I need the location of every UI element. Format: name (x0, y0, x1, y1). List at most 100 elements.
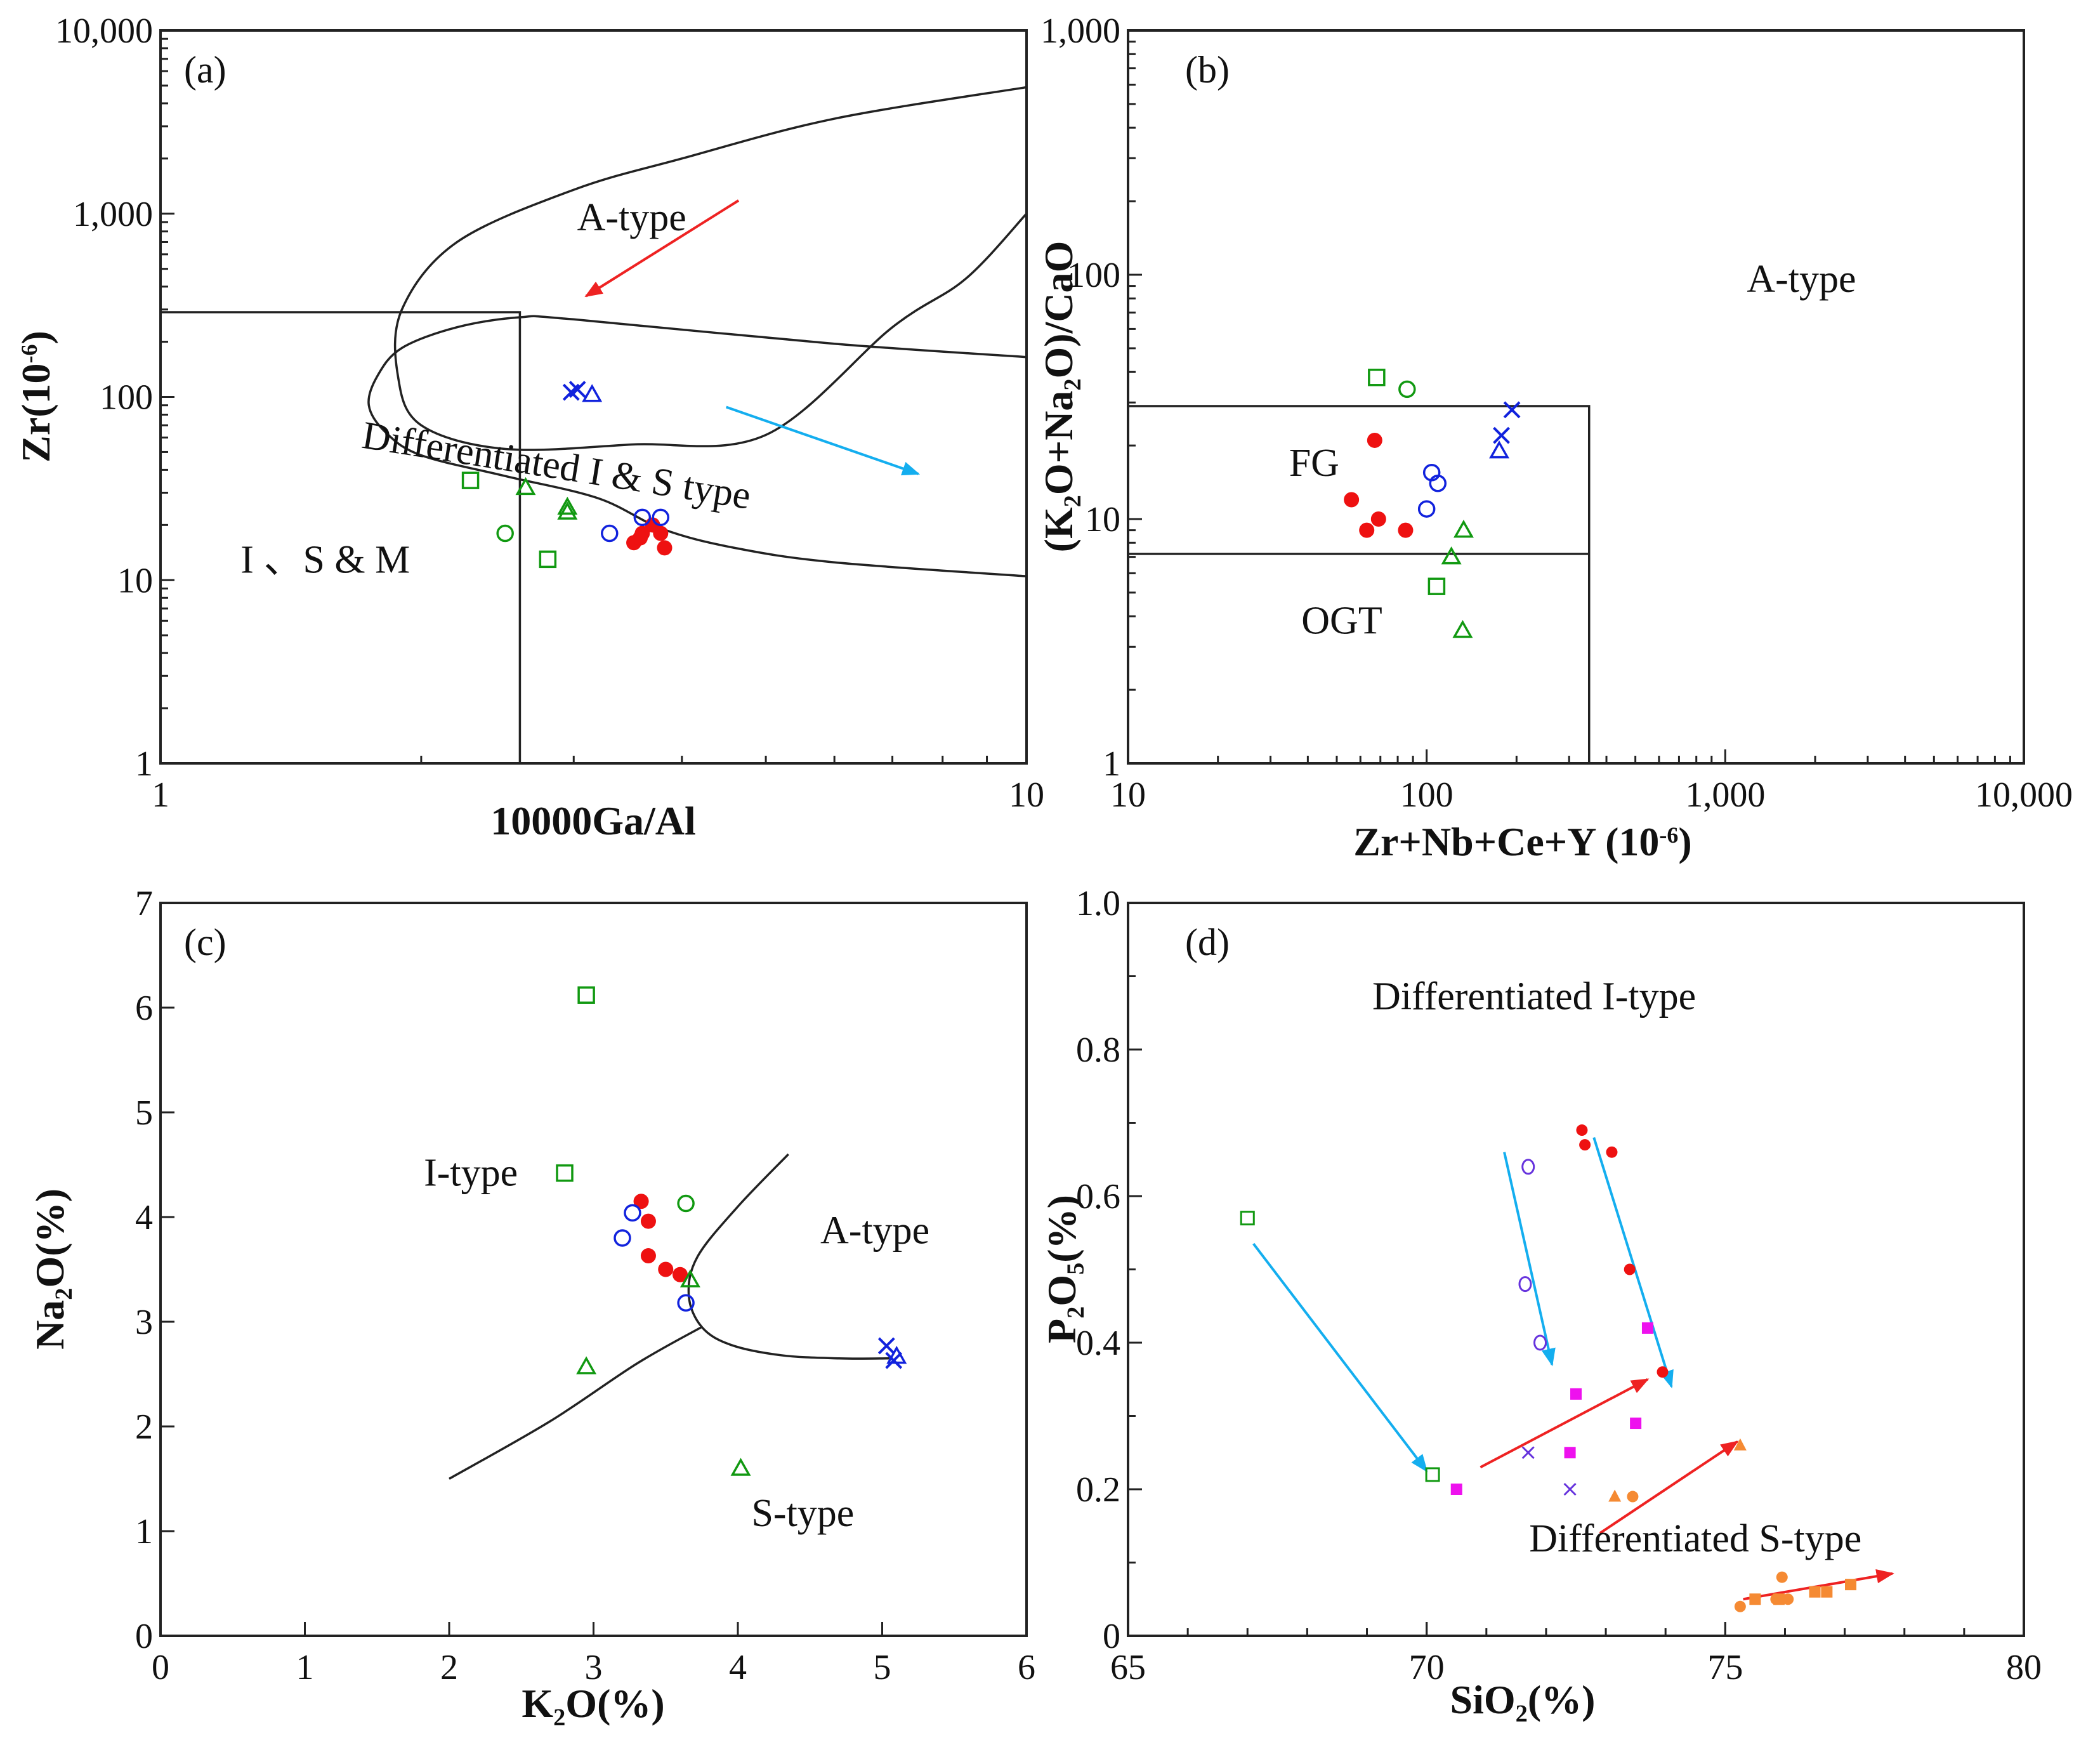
field-label: A-type (1747, 258, 1856, 301)
panel-c-tick-labels: 0 1 2 3 4 5 6 0 1 2 3 4 5 6 7 (135, 884, 1035, 1687)
field-boundary-line (393, 86, 1028, 451)
y-tick-label: 6 (135, 989, 153, 1028)
y-tick-label: 0.6 (1076, 1177, 1120, 1216)
data-point-blue-open-circle (677, 1294, 695, 1312)
field-label: FG (1289, 442, 1339, 485)
data-point-orange-filled-square (1821, 1586, 1833, 1598)
y-tick-label: 100 (100, 378, 153, 418)
y-tick-label: 4 (135, 1198, 153, 1237)
data-point-red-filled-circle (1624, 1263, 1636, 1275)
data-point-blue-open-circle (633, 508, 652, 527)
field-label: Differentiated I-type (1372, 975, 1696, 1018)
data-point-red-filled-circle (1606, 1146, 1618, 1158)
data-point-green-open-triangle (515, 477, 536, 496)
panel-b-x-label-exp: -6 (1659, 822, 1678, 848)
data-point-red-filled-circle (633, 1194, 649, 1209)
panel-c-x-axis-label: K₂O(%) (522, 1681, 664, 1726)
panel-b-ticks (1127, 29, 2025, 765)
data-point-blue-open-triangle (582, 384, 603, 402)
data-point-purple-open-circle (1521, 1159, 1535, 1175)
panel-c-y-axis-label: Na₂O(%) (27, 1188, 72, 1350)
panel-b-x-label-main: Zr+Nb+Ce+Y (10 (1353, 819, 1659, 864)
panel-d-x-axis-label: SiO₂(%) (1450, 1677, 1596, 1722)
data-point-blue-cross (568, 381, 586, 398)
panel-b-y-axis-label: (K₂O+Na₂O)/CaO (1036, 241, 1081, 553)
trend-arrow (1252, 1242, 1428, 1473)
data-point-blue-open-circle (614, 1229, 631, 1247)
panel-c-label: (c) (184, 921, 226, 963)
panel-b-x-axis-label: Zr+Nb+Ce+Y (10-6) (1353, 819, 1691, 864)
panel-a-ticks (159, 29, 1028, 765)
data-point-green-open-triangle (1441, 546, 1462, 565)
field-boundary-line (161, 311, 522, 763)
field-label: OGT (1301, 599, 1382, 642)
trend-arrow (1599, 1440, 1739, 1534)
data-point-green-open-triangle (1452, 619, 1473, 638)
data-point-magenta-filled-square (1641, 1322, 1653, 1334)
data-point-red-filled-circle (633, 530, 648, 546)
panel-c-frame (159, 902, 1028, 1637)
x-tick-label: 5 (874, 1648, 891, 1687)
panel-a-label: (a) (184, 49, 226, 91)
panel-a-data-points (461, 381, 673, 569)
data-point-green-open-square (461, 471, 480, 489)
x-tick-label: 10,000 (1975, 775, 2073, 815)
panel-b-data-points (1344, 369, 1521, 638)
data-point-blue-cross (1503, 401, 1521, 419)
panel-c-field-boundaries (449, 1153, 889, 1480)
panel-d-arrows (1252, 1137, 1894, 1601)
panel-a-y-label-main: Zr(10 (13, 363, 58, 462)
data-point-magenta-filled-square (1564, 1447, 1576, 1459)
data-point-red-filled-circle (1344, 492, 1360, 508)
panel-c-field-labels: I-type A-type S-type (424, 1152, 929, 1535)
field-boundary-line (367, 315, 1027, 577)
x-tick-label: 0 (152, 1648, 169, 1687)
data-point-green-open-triangle (730, 1458, 751, 1476)
panel-b-field-labels: A-type FG OGT (1289, 258, 1856, 642)
y-tick-label: 2 (135, 1407, 153, 1447)
panel-a-field-boundaries (161, 86, 1028, 763)
data-point-magenta-filled-square (1630, 1418, 1642, 1430)
y-tick-label: 10,000 (55, 11, 153, 51)
data-point-red-filled-circle (658, 1261, 674, 1277)
panel-d-tick-labels: 65 70 75 80 0 0.2 0.4 0.6 0.8 1.0 (1076, 884, 2042, 1687)
panel-d-field-labels: Differentiated I-type Differentiated S-ty… (1372, 975, 1861, 1560)
panel-d-data-points (1240, 1124, 1857, 1612)
data-point-green-open-circle (496, 524, 514, 543)
y-tick-label: 10 (117, 561, 153, 600)
data-point-red-filled-circle (1576, 1124, 1588, 1136)
panel-b-x-label-close: ) (1678, 819, 1691, 864)
y-tick-label: 3 (135, 1303, 153, 1342)
x-tick-label: 4 (729, 1648, 747, 1687)
field-label: I-type (424, 1152, 518, 1195)
panel-a-frame (159, 29, 1028, 765)
panel-b-frame (1127, 29, 2025, 765)
data-point-blue-open-circle (624, 1204, 641, 1222)
data-point-green-open-square (556, 1164, 574, 1182)
data-point-green-open-circle (677, 1194, 695, 1213)
data-point-red-filled-circle (673, 1267, 688, 1282)
field-label: Differentiated I & S type (359, 414, 754, 518)
data-point-red-filled-circle (640, 1248, 656, 1264)
y-tick-label: 0 (1103, 1617, 1120, 1656)
panel-a-x-axis-label: 10000Ga/Al (490, 798, 696, 843)
x-tick-label: 10 (1110, 775, 1146, 815)
y-tick-label: 0 (135, 1617, 153, 1656)
field-label: A-type (577, 196, 686, 239)
data-point-red-filled-circle (653, 525, 669, 541)
data-point-orange-filled-circle (1782, 1593, 1794, 1605)
data-point-orange-filled-triangle (1733, 1438, 1747, 1451)
panel-a-zr-vs-ga-al: 1 10 1 10 100 1,000 10,000 A-type Differentiate… (13, 11, 1044, 843)
y-tick-label: 0.2 (1076, 1470, 1120, 1510)
data-point-orange-filled-square (1773, 1593, 1785, 1605)
data-point-purple-cross (1521, 1446, 1535, 1459)
data-point-green-open-circle (1398, 380, 1416, 398)
x-tick-label: 10 (1009, 775, 1044, 815)
y-tick-label: 7 (135, 884, 153, 923)
y-tick-label: 1.0 (1076, 884, 1120, 923)
trend-arrow (584, 199, 740, 298)
data-point-blue-open-circle (1417, 500, 1436, 518)
y-tick-label: 1,000 (1040, 11, 1120, 51)
data-point-magenta-filled-square (1450, 1484, 1462, 1495)
panel-d-label: (d) (1185, 921, 1230, 963)
